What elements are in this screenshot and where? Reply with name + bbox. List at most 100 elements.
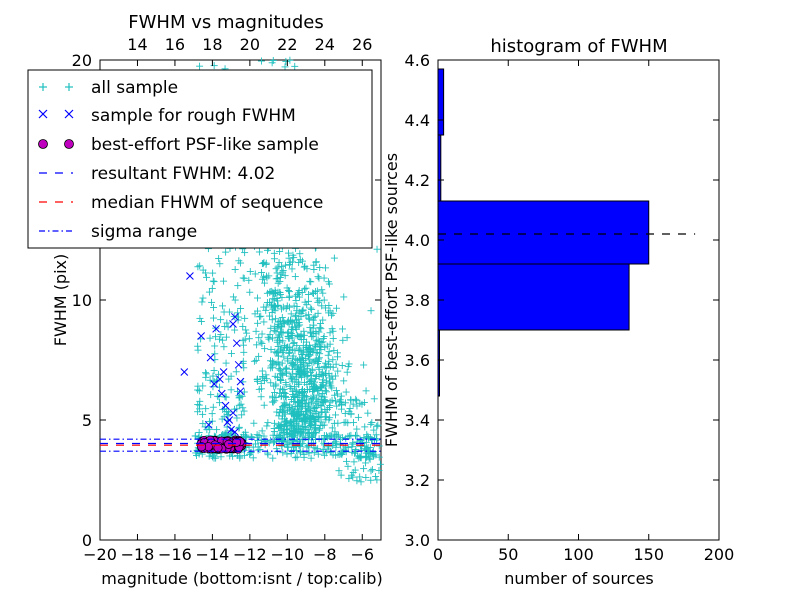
scatter-point-all-sample xyxy=(246,449,254,457)
scatter-point-all-sample xyxy=(302,416,310,424)
scatter-point-all-sample xyxy=(217,331,225,339)
scatter-point-all-sample xyxy=(316,264,324,272)
scatter-point-all-sample xyxy=(194,342,202,350)
scatter-point-all-sample xyxy=(261,345,269,353)
hist-y-tick-label: 3.6 xyxy=(405,351,430,370)
scatter-point-all-sample xyxy=(292,297,300,305)
right-panel: 0 50 100 150 200 3.0 3.2 3.4 3.6 3.8 4.0 4.2 4.4 4.6… xyxy=(382,36,734,588)
scatter-point-all-sample xyxy=(316,350,324,358)
scatter-point-all-sample xyxy=(314,357,322,365)
scatter-point-all-sample xyxy=(364,409,372,417)
scatter-point-all-sample xyxy=(298,432,306,440)
scatter-point-all-sample xyxy=(209,269,217,277)
hist-x-axis-ticks: 0 50 100 150 200 xyxy=(433,60,734,564)
scatter-point-all-sample xyxy=(337,449,345,457)
scatter-point-all-sample xyxy=(350,458,358,466)
scatter-point-all-sample xyxy=(256,445,264,453)
scatter-point-all-sample xyxy=(310,384,318,392)
scatter-point-all-sample xyxy=(280,319,288,327)
scatter-point-all-sample xyxy=(332,411,340,419)
scatter-point-rough-sample xyxy=(180,368,189,376)
scatter-point-all-sample xyxy=(372,472,380,480)
scatter-point-all-sample xyxy=(242,326,250,334)
top-axis-ticks: 14 16 18 20 22 24 26 xyxy=(127,35,372,54)
scatter-point-rough-sample xyxy=(210,380,219,388)
scatter-point-all-sample xyxy=(277,377,285,385)
scatter-point-all-sample xyxy=(300,369,308,377)
scatter-point-all-sample xyxy=(271,303,279,311)
scatter-point-all-sample xyxy=(199,420,207,428)
scatter-point-all-sample xyxy=(231,326,239,334)
scatter-point-all-sample xyxy=(198,298,206,306)
scatter-point-all-sample xyxy=(347,396,355,404)
scatter-point-all-sample xyxy=(284,249,292,257)
scatter-point-all-sample xyxy=(312,429,320,437)
scatter-point-all-sample xyxy=(320,393,328,401)
hist-y-tick-label: 3.0 xyxy=(405,531,430,550)
scatter-point-rough-sample xyxy=(186,272,194,280)
scatter-point-all-sample xyxy=(258,268,266,276)
scatter-point-all-sample xyxy=(236,453,244,461)
scatter-point-all-sample xyxy=(223,319,231,327)
scatter-point-all-sample xyxy=(316,342,324,350)
scatter-point-all-sample xyxy=(325,378,333,386)
scatter-point-all-sample xyxy=(239,323,247,331)
scatter-point-all-sample xyxy=(262,306,270,314)
scatter-point-all-sample xyxy=(263,299,271,307)
scatter-point-all-sample xyxy=(252,327,260,335)
scatter-point-all-sample xyxy=(272,328,280,336)
scatter-point-all-sample xyxy=(362,387,370,395)
scatter-point-all-sample xyxy=(317,339,325,347)
scatter-point-all-sample xyxy=(229,293,237,301)
scatter-point-all-sample xyxy=(279,303,287,311)
scatter-point-all-sample xyxy=(278,415,286,423)
scatter-point-all-sample xyxy=(260,432,268,440)
scatter-point-all-sample xyxy=(232,368,240,376)
scatter-point-all-sample xyxy=(342,418,350,426)
scatter-point-all-sample xyxy=(199,410,207,418)
scatter-point-all-sample xyxy=(332,440,340,448)
scatter-point-all-sample xyxy=(295,388,303,396)
scatter-point-all-sample xyxy=(353,477,361,485)
scatter-point-all-sample xyxy=(341,409,349,417)
scatter-point-all-sample xyxy=(282,261,290,269)
scatter-point-all-sample xyxy=(216,260,224,268)
scatter-point-all-sample xyxy=(342,457,350,465)
scatter-point-all-sample xyxy=(313,395,321,403)
legend: all sample sample for rough FWHM best-ef… xyxy=(27,69,373,249)
scatter-point-all-sample xyxy=(344,462,352,470)
histogram-bar xyxy=(437,263,630,331)
scatter-point-all-sample xyxy=(315,391,323,399)
scatter-point-all-sample xyxy=(293,393,301,401)
scatter-point-all-sample xyxy=(282,57,290,65)
scatter-point-all-sample xyxy=(340,293,348,301)
scatter-point-all-sample xyxy=(294,289,302,297)
scatter-point-all-sample xyxy=(270,255,278,263)
scatter-point-all-sample xyxy=(320,274,328,282)
scatter-point-all-sample xyxy=(209,453,217,461)
scatter-point-all-sample xyxy=(208,298,216,306)
scatter-point-all-sample xyxy=(286,349,294,357)
scatter-point-all-sample xyxy=(193,452,201,460)
scatter-point-all-sample xyxy=(268,59,276,67)
scatter-point-all-sample xyxy=(284,357,292,365)
scatter-point-all-sample xyxy=(312,399,320,407)
scatter-point-all-sample xyxy=(341,443,349,451)
scatter-point-all-sample xyxy=(320,451,328,459)
top-tick-label: 24 xyxy=(315,35,335,54)
scatter-point-all-sample xyxy=(295,318,303,326)
scatter-point-all-sample xyxy=(288,265,296,273)
scatter-point-all-sample xyxy=(298,396,306,404)
scatter-point-all-sample xyxy=(221,323,229,331)
scatter-point-rough-sample xyxy=(234,360,243,369)
scatter-point-all-sample xyxy=(347,431,355,439)
scatter-point-all-sample xyxy=(325,369,333,377)
scatter-point-all-sample xyxy=(336,396,344,404)
scatter-point-rough-sample xyxy=(216,375,224,384)
scatter-point-all-sample xyxy=(373,476,381,484)
scatter-point-all-sample xyxy=(310,392,318,400)
scatter-point-all-sample xyxy=(249,454,257,462)
scatter-point-all-sample xyxy=(279,449,287,457)
scatter-point-all-sample xyxy=(219,336,227,344)
scatter-point-all-sample xyxy=(194,408,202,416)
